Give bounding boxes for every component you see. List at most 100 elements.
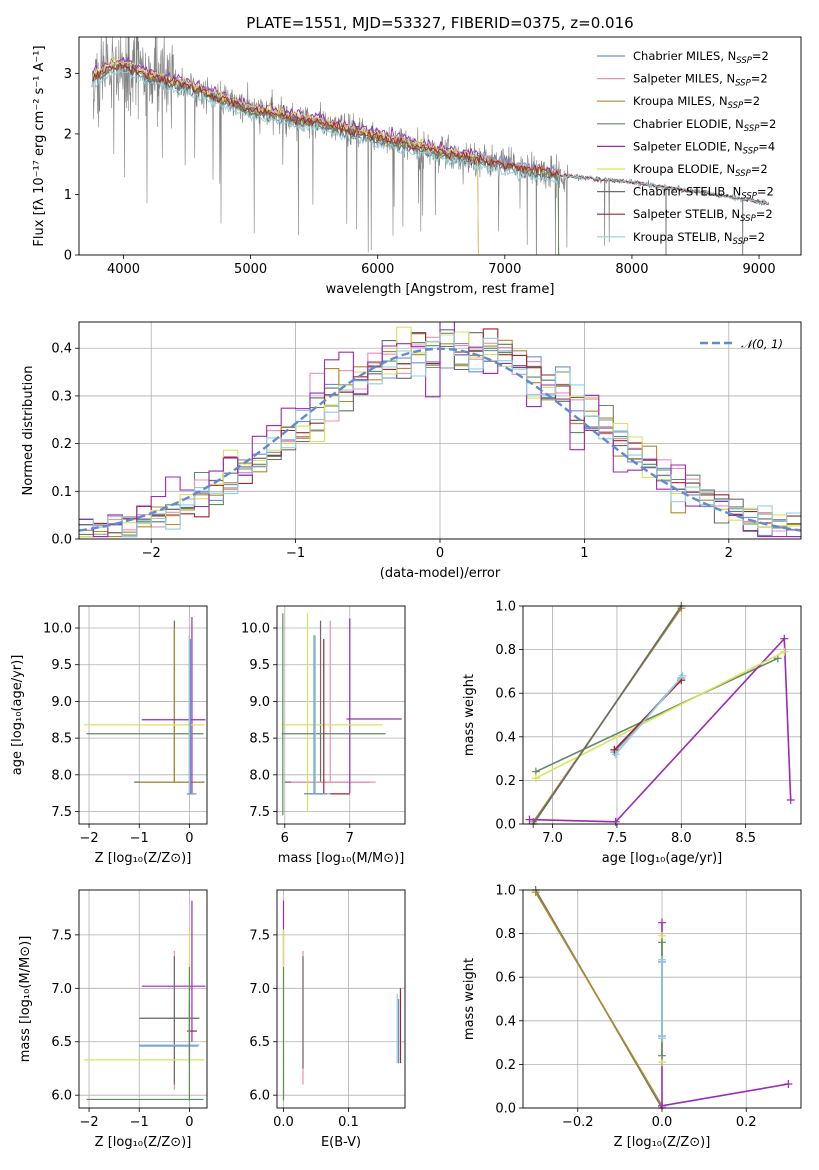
x-tick-label: 0.1 xyxy=(338,1115,359,1130)
weight-lines xyxy=(531,886,793,1112)
x-tick-label: 2 xyxy=(725,546,733,561)
model-spectrum-line xyxy=(92,69,769,206)
x-tick-label: −1 xyxy=(130,831,149,846)
spectrum-panel: 4000 5000 6000 7000 8000 9000 0 1 2 3 wavelength [… xyxy=(32,36,802,297)
y-tick-label: 0.2 xyxy=(495,1058,516,1073)
x-tick-label: 7 xyxy=(346,831,354,846)
x-tick-label: 0 xyxy=(436,546,444,561)
x-tick-label: −2 xyxy=(79,1115,98,1130)
x-tick-label: 5000 xyxy=(234,262,267,277)
y-axis-label: Normed distribution xyxy=(21,366,36,496)
x-axis-label: (data-model)/error xyxy=(380,566,501,581)
model-spectrum-line xyxy=(92,58,560,255)
weight_vs_Z-panel: −0.2 0.0 0.2 0.0 0.2 0.4 0.6 0.8 1.0 Z [log₁₀(Z/Z… xyxy=(462,884,802,1150)
weight-marker xyxy=(678,671,687,680)
y-tick-label: 2 xyxy=(64,127,72,142)
y-tick-label: 0.0 xyxy=(495,1102,516,1117)
y-tick-label: 0.8 xyxy=(495,927,516,942)
weight-line xyxy=(535,651,785,779)
y-tick-label: 0.1 xyxy=(51,485,72,500)
weight-marker xyxy=(780,634,789,643)
y-axis-label: mass [log₁₀(M/M⊙)] xyxy=(18,936,33,1063)
x-tick-label: 0 xyxy=(185,831,193,846)
mass_vs_Z-panel: −2 −1 0 6.0 6.5 7.0 7.5 Z [log₁₀(Z/Z⊙)] mass [lo… xyxy=(18,889,208,1150)
y-tick-label: 6.0 xyxy=(51,1089,72,1104)
y-tick-label: 6.5 xyxy=(249,1035,270,1050)
y-tick-label: 3 xyxy=(64,67,72,82)
axes-frame xyxy=(522,889,802,1109)
y-tick-label: 1.0 xyxy=(495,884,516,899)
axes-frame xyxy=(522,605,802,825)
x-tick-label: 0.0 xyxy=(273,1115,294,1130)
x-tick-label: 8000 xyxy=(615,262,648,277)
x-tick-label: 0 xyxy=(185,1115,193,1130)
y-tick-label: 9.5 xyxy=(249,658,270,673)
axes-frame xyxy=(276,605,406,825)
y-tick-label: 1 xyxy=(64,188,72,203)
residuals-panel: −2 −1 0 1 2 0.0 0.1 0.2 0.3 0.4 (data-model)/error… xyxy=(21,321,802,581)
y-tick-label: 0.4 xyxy=(495,730,516,745)
y-tick-label: 8.5 xyxy=(51,732,72,747)
y-tick-label: 0.8 xyxy=(495,643,516,658)
axes-frame xyxy=(276,889,406,1109)
weight-line xyxy=(532,605,682,825)
legend-entry: Kroupa STELIB, NSSP=2 xyxy=(633,230,765,247)
weight-marker xyxy=(780,647,789,656)
y-tick-label: 0.4 xyxy=(495,1014,516,1029)
weight-marker xyxy=(658,1034,666,1043)
x-axis-label: E(B-V) xyxy=(321,1135,361,1150)
x-tick-label: −1 xyxy=(286,546,305,561)
normal-curve xyxy=(79,347,801,532)
y-tick-label: 0.3 xyxy=(51,389,72,404)
legend-entry: Chabrier ELODIE, NSSP=2 xyxy=(633,117,776,134)
x-axis-label: Z [log₁₀(Z/Z⊙)] xyxy=(95,851,192,866)
weight-marker xyxy=(658,1051,666,1060)
x-tick-label: 0.0 xyxy=(652,1115,673,1130)
weight-marker xyxy=(658,918,666,927)
x-tick-label: −1 xyxy=(130,1115,149,1130)
weight-marker xyxy=(784,1080,793,1089)
weight-marker xyxy=(658,1101,666,1110)
y-axis-label: age [log₁₀(age/yr)] xyxy=(10,655,25,776)
figure-title: PLATE=1551, MJD=53327, FIBERID=0375, z=0… xyxy=(246,14,633,32)
y-tick-label: 8.5 xyxy=(249,732,270,747)
x-tick-label: 6 xyxy=(281,831,289,846)
weight-line xyxy=(534,891,663,1107)
legend-entry: Kroupa MILES, NSSP=2 xyxy=(633,94,760,111)
y-tick-label: 7.0 xyxy=(249,982,270,997)
legend-entry: Salpeter MILES, NSSP=2 xyxy=(633,72,768,89)
errorbars xyxy=(282,900,402,1101)
x-tick-label: 9000 xyxy=(743,262,776,277)
legend-entry: Salpeter ELODIE, NSSP=4 xyxy=(633,139,775,156)
weight-marker xyxy=(611,750,620,759)
y-tick-label: 0.2 xyxy=(495,774,516,789)
x-tick-label: −2 xyxy=(79,831,98,846)
weight-lines xyxy=(525,602,795,828)
x-tick-label: 6000 xyxy=(361,262,394,277)
y-tick-label: 7.5 xyxy=(51,805,72,820)
errorbars xyxy=(84,900,206,1101)
y-tick-label: 10.0 xyxy=(43,622,72,637)
y-tick-label: 0.6 xyxy=(495,971,516,986)
spectrum-legend: Chabrier MILES, NSSP=2 Salpeter MILES, NS… xyxy=(597,49,776,247)
y-tick-label: 0.6 xyxy=(495,687,516,702)
x-tick-label: 1 xyxy=(580,546,588,561)
legend-entry: 𝒩(0, 1) xyxy=(741,337,783,351)
y-tick-label: 8.0 xyxy=(249,768,270,783)
weight-line xyxy=(613,679,682,751)
x-tick-label: 7.0 xyxy=(542,831,563,846)
y-axis-label: mass weight xyxy=(462,958,477,1040)
weight-line xyxy=(529,636,792,823)
age_vs_mass-panel: 6 7 7.5 8.0 8.5 9.0 9.5 10.0 mass [log₁₀(M/M⊙)] xyxy=(241,605,406,866)
y-tick-label: 7.5 xyxy=(249,928,270,943)
x-axis-label: Z [log₁₀(Z/Z⊙)] xyxy=(95,1135,192,1150)
y-tick-label: 1.0 xyxy=(495,600,516,615)
spectrum-lines xyxy=(91,37,770,255)
y-axis-label: mass weight xyxy=(462,674,477,756)
errorbars xyxy=(84,617,206,795)
weight-marker xyxy=(531,774,540,783)
y-tick-label: 0 xyxy=(64,249,72,264)
y-axis-label: Flux [fλ 10⁻¹⁷ erg cm⁻² s⁻¹ A⁻¹] xyxy=(32,45,47,246)
